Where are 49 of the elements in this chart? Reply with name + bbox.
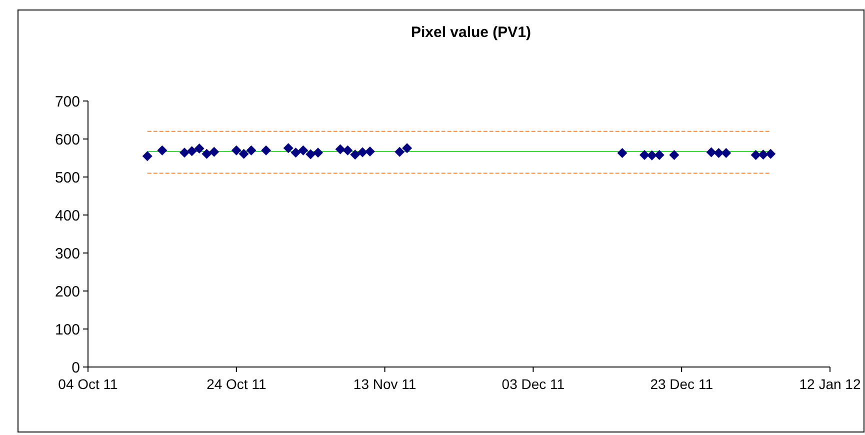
x-tick-label: 12 Jan 12	[799, 376, 861, 392]
point	[179, 148, 190, 158]
y-tick-label: 200	[54, 283, 80, 300]
point	[306, 149, 316, 160]
point	[261, 145, 272, 156]
x-tick-label: 03 Dec 11	[502, 376, 565, 392]
point	[766, 148, 776, 159]
point	[394, 146, 405, 157]
y-tick-label: 500	[54, 169, 80, 186]
point	[246, 145, 256, 156]
point	[358, 147, 368, 158]
x-tick-label: 24 Oct 11	[206, 376, 266, 392]
point	[721, 148, 732, 158]
point	[313, 148, 324, 158]
y-tick-label: 300	[54, 245, 80, 262]
x-tick-label: 04 Oct 11	[58, 376, 118, 392]
y-tick-label: 700	[54, 93, 80, 110]
point	[750, 150, 761, 160]
y-tick-label: 400	[54, 207, 80, 224]
point	[640, 150, 650, 160]
point	[342, 145, 353, 156]
y-tick-label: 0	[72, 359, 80, 376]
chart-title: Pixel value (PV1)	[410, 24, 532, 41]
point	[335, 144, 346, 154]
x-tick-label: 23 Dec 11	[650, 376, 714, 392]
point	[402, 143, 412, 154]
point	[290, 148, 301, 158]
point	[157, 145, 168, 156]
point	[758, 150, 768, 160]
point	[194, 144, 204, 154]
point	[283, 143, 294, 154]
point	[142, 151, 152, 162]
x-tick-label: 13 Nov 11	[353, 376, 416, 392]
point	[669, 150, 680, 160]
y-tick-label: 100	[54, 321, 80, 338]
point	[209, 146, 220, 157]
point	[714, 148, 724, 158]
point	[238, 148, 249, 159]
point	[202, 148, 212, 159]
point	[231, 145, 242, 156]
point	[364, 146, 375, 157]
point	[646, 150, 657, 160]
point	[186, 146, 197, 156]
point	[350, 150, 360, 160]
point	[654, 150, 664, 160]
point	[706, 147, 716, 158]
y-tick-label: 600	[54, 131, 80, 148]
point	[617, 148, 628, 158]
point	[298, 145, 308, 156]
